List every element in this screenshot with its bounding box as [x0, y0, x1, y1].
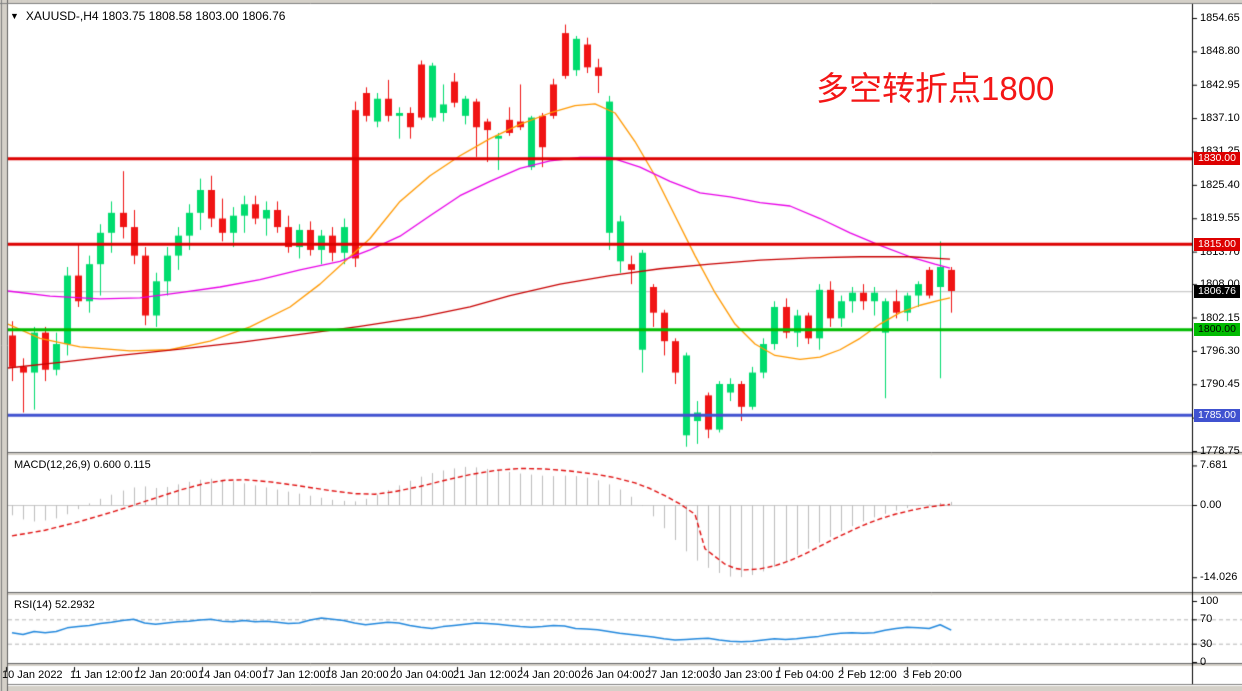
time-axis-label: 30 Jan 23:00	[709, 669, 773, 681]
time-axis-label: 20 Jan 04:00	[390, 669, 454, 681]
chart-text-annotation: 多空转折点1800	[816, 70, 1055, 107]
time-axis-label: 3 Feb 20:00	[903, 669, 962, 681]
macd-axis-tick: 0.00	[1200, 499, 1222, 511]
time-axis-label: 2 Feb 12:00	[838, 669, 897, 681]
current-price-badge: 1806.76	[1194, 284, 1240, 298]
hline-price-badge: 1800.00	[1194, 323, 1240, 337]
time-axis-label: 24 Jan 20:00	[517, 669, 581, 681]
chart-title-bar: ▼ XAUUSD-,H4 1803.75 1808.58 1803.00 180…	[10, 9, 285, 23]
rsi-axis-tick: 30	[1200, 637, 1213, 650]
rsi-axis-tick: 70	[1200, 613, 1213, 626]
price-axis-tick: 1854.65	[1200, 12, 1240, 24]
panel-splitter-macd[interactable]	[0, 451, 1242, 455]
time-axis-label: 12 Jan 20:00	[134, 669, 198, 681]
time-axis-label: 26 Jan 04:00	[581, 669, 645, 681]
symbol-dropdown-icon[interactable]: ▼	[10, 11, 19, 21]
price-axis-tick: 1837.10	[1200, 112, 1240, 125]
hline-price-badge: 1815.00	[1194, 237, 1240, 251]
macd-axis[interactable]: 7.681 0.00 -14.026	[1192, 0, 1242, 691]
macd-axis-tick: -14.026	[1200, 571, 1238, 584]
rsi-axis-tick: 100	[1200, 595, 1219, 607]
time-axis-label: 11 Jan 12:00	[70, 669, 133, 681]
macd-indicator-label: MACD(12,26,9) 0.600 0.115	[14, 459, 151, 471]
hline-price-badge: 1785.00	[1194, 408, 1240, 422]
time-axis[interactable]: 10 Jan 2022 11 Jan 12:00 12 Jan 20:00 14 Ja…	[0, 669, 1242, 685]
time-axis-label: 21 Jan 12:00	[453, 669, 517, 681]
time-axis-label: 27 Jan 12:00	[645, 669, 709, 681]
hline-price-badge: 1830.00	[1194, 152, 1240, 166]
macd-axis-tick: 7.681	[1200, 459, 1228, 472]
time-axis-label: 17 Jan 12:00	[262, 669, 326, 681]
price-axis-tick: 1802.15	[1200, 311, 1240, 324]
time-axis-label: 14 Jan 04:00	[198, 669, 262, 681]
time-axis-label: 18 Jan 20:00	[325, 669, 389, 681]
time-axis-label: 1 Feb 04:00	[775, 669, 834, 681]
price-axis-tick: 1819.55	[1200, 212, 1240, 225]
price-axis-tick: 1842.95	[1200, 78, 1240, 91]
symbol-ohlc-title: XAUUSD-,H4 1803.75 1808.58 1803.00 1806.…	[25, 9, 286, 23]
rsi-axis-tick: 0	[1200, 656, 1207, 668]
price-axis-tick: 1796.30	[1200, 344, 1240, 357]
price-axis-tick: 1790.45	[1200, 378, 1240, 391]
price-axis-tick: 1848.80	[1200, 45, 1240, 58]
price-axis-tick: 1825.40	[1200, 178, 1240, 191]
rsi-indicator-label: RSI(14) 52.2932	[14, 599, 95, 611]
time-axis-label: 10 Jan 2022	[2, 669, 63, 681]
rsi-axis[interactable]: 100 70 30 0	[1192, 0, 1242, 691]
price-axis-tick: 1778.75	[1200, 445, 1240, 457]
panel-splitter-rsi[interactable]	[0, 591, 1242, 595]
